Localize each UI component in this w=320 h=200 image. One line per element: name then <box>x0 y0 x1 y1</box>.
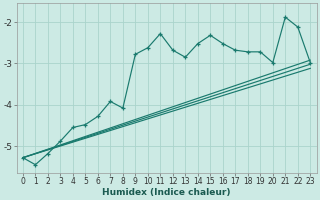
X-axis label: Humidex (Indice chaleur): Humidex (Indice chaleur) <box>102 188 231 197</box>
